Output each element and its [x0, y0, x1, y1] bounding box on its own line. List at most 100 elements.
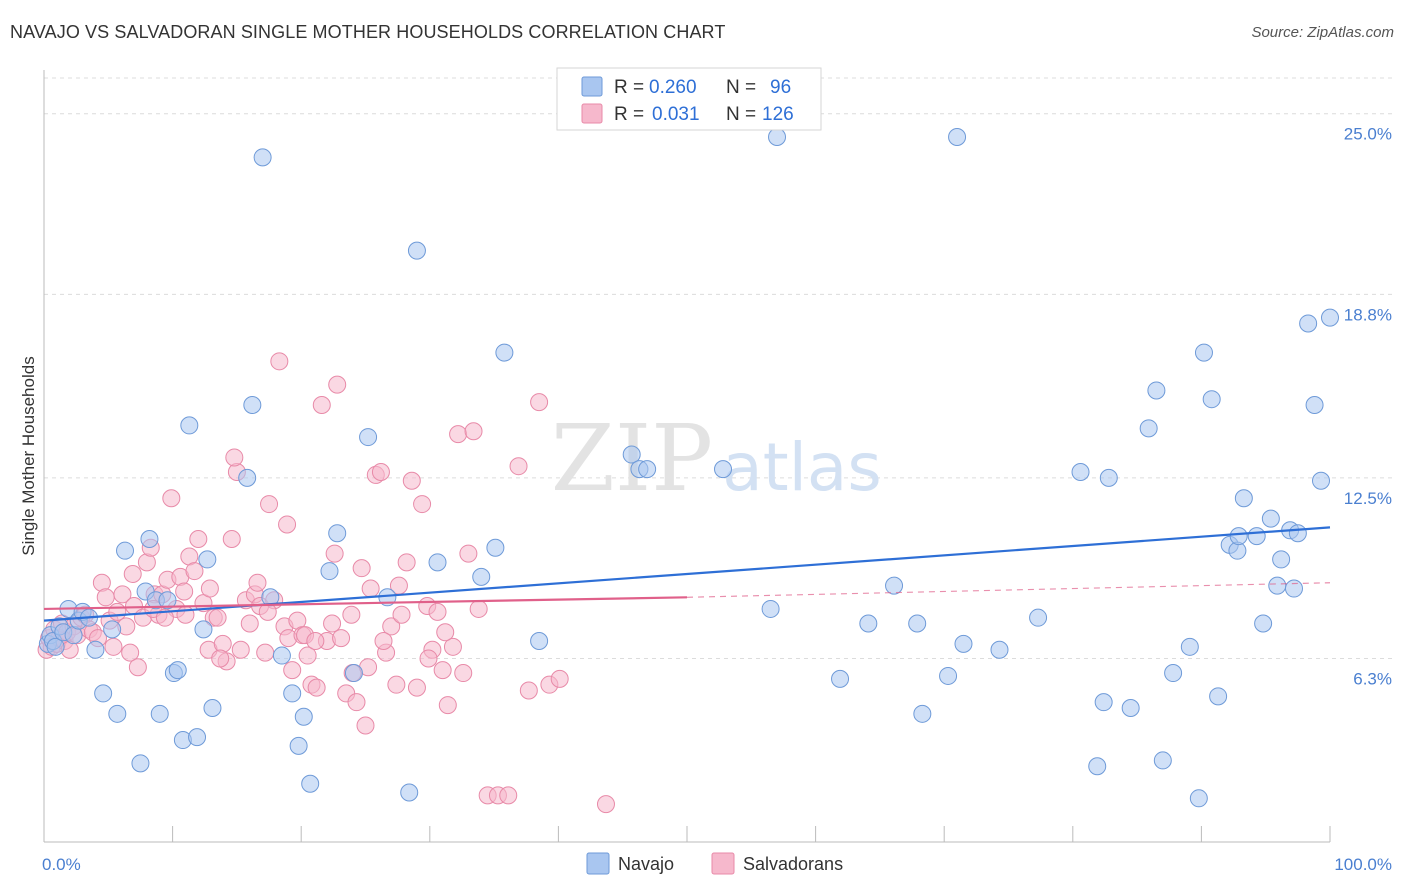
salvadorans-point	[155, 608, 174, 627]
navajo-point	[140, 530, 159, 549]
salvadorans-point	[371, 463, 390, 482]
navajo-point	[913, 704, 932, 723]
navajo-point	[428, 553, 447, 572]
navajo-point	[108, 704, 127, 723]
salvadorans-point	[419, 649, 438, 668]
navajo-point	[407, 241, 426, 260]
y-tick-label: 6.3%	[1353, 669, 1392, 688]
source-credit: Source: ZipAtlas.com	[1251, 24, 1394, 41]
salvadorans-point	[454, 664, 473, 683]
navajo-point	[320, 562, 339, 581]
axes	[43, 70, 1331, 843]
salvadorans-point	[222, 530, 241, 549]
salvadorans-point	[211, 649, 230, 668]
navajo-point	[1153, 751, 1172, 770]
navajo-point	[194, 620, 213, 639]
salvadorans-r-value: 0.031	[652, 104, 700, 125]
navajo-point	[859, 614, 878, 633]
salvadorans-point	[108, 602, 127, 621]
salvadorans-point	[361, 579, 380, 598]
navajo-series-swatch	[586, 852, 610, 875]
navajo-point	[954, 634, 973, 653]
navajo-point	[1180, 637, 1199, 656]
navajo-point	[1194, 343, 1213, 362]
salvadorans-trend-line	[43, 596, 688, 611]
y-tick-label: 25.0%	[1344, 125, 1392, 144]
navajo-point	[948, 128, 967, 147]
navajo-n-value: 96	[770, 77, 791, 98]
salvadorans-point	[347, 693, 366, 712]
navajo-point	[638, 460, 657, 479]
y-tick-label: 12.5%	[1344, 489, 1392, 508]
salvadorans-point	[323, 614, 342, 633]
salvadorans-point	[278, 515, 297, 534]
salvadorans-point	[352, 559, 371, 578]
navajo-point	[289, 736, 308, 755]
navajo-point	[1209, 687, 1228, 706]
navajo-point	[1321, 308, 1339, 327]
salvadorans-point	[123, 564, 142, 583]
navajo-point	[188, 728, 207, 747]
salvadorans-points	[37, 352, 615, 814]
navajo-r-label: R =	[614, 77, 644, 98]
salvadorans-trend-extension	[686, 582, 1331, 598]
salvadorans-point	[519, 681, 538, 700]
salvadorans-point	[283, 661, 302, 680]
navajo-point	[1261, 509, 1280, 528]
salvadorans-point	[596, 795, 615, 814]
navajo-point	[1164, 664, 1183, 683]
navajo-point	[103, 620, 122, 639]
watermark: ZIP atlas	[551, 405, 882, 512]
salvadorans-point	[499, 786, 518, 805]
navajo-point	[1099, 468, 1118, 487]
salvadorans-point	[382, 617, 401, 636]
navajo-point	[46, 637, 65, 656]
salvadorans-point	[332, 629, 351, 648]
navajo-point	[1139, 419, 1158, 438]
navajo-point	[203, 698, 222, 717]
salvadorans-point	[248, 573, 267, 592]
salvadorans-n-label: N =	[726, 104, 756, 125]
salvadorans-point	[428, 602, 447, 621]
salvadorans-point	[469, 599, 488, 618]
salvadorans-point	[387, 675, 406, 694]
tick-labels: 6.3% 12.5% 18.8% 25.0% 0.0% 100.0%	[42, 125, 1392, 874]
salvadorans-point	[436, 623, 455, 642]
navajo-series-label: Navajo	[618, 854, 674, 874]
salvadorans-point	[413, 495, 432, 514]
navajo-point	[1029, 608, 1048, 627]
salvadorans-point	[260, 495, 279, 514]
navajo-point	[158, 591, 177, 610]
salvadorans-point	[407, 678, 426, 697]
navajo-point	[1147, 381, 1166, 400]
salvadorans-point	[113, 585, 132, 604]
navajo-point	[1254, 614, 1273, 633]
navajo-point	[939, 666, 958, 685]
navajo-point	[94, 684, 113, 703]
navajo-point	[768, 128, 787, 147]
navajo-point	[272, 646, 291, 665]
salvadorans-point	[225, 448, 244, 467]
salvadorans-point	[464, 422, 483, 441]
salvadorans-point	[530, 393, 549, 412]
salvadorans-point	[459, 544, 478, 563]
navajo-point	[1229, 527, 1248, 546]
salvadorans-point	[306, 631, 325, 650]
salvadorans-n-value: 126	[762, 104, 794, 125]
salvadorans-point	[231, 640, 250, 659]
navajo-point	[1284, 579, 1303, 598]
navajo-point	[1247, 527, 1266, 546]
salvadorans-point	[96, 588, 115, 607]
salvadorans-series-label: Salvadorans	[743, 854, 843, 874]
series-legend: Navajo Salvadorans	[586, 852, 843, 875]
navajo-point	[1234, 489, 1253, 508]
salvadorans-point	[121, 643, 140, 662]
navajo-point	[1311, 471, 1330, 490]
salvadorans-point	[312, 396, 331, 415]
navajo-point	[1288, 524, 1307, 543]
navajo-point	[1088, 757, 1107, 776]
navajo-point	[253, 148, 272, 167]
salvadorans-point	[392, 605, 411, 624]
navajo-legend-swatch	[581, 76, 603, 97]
